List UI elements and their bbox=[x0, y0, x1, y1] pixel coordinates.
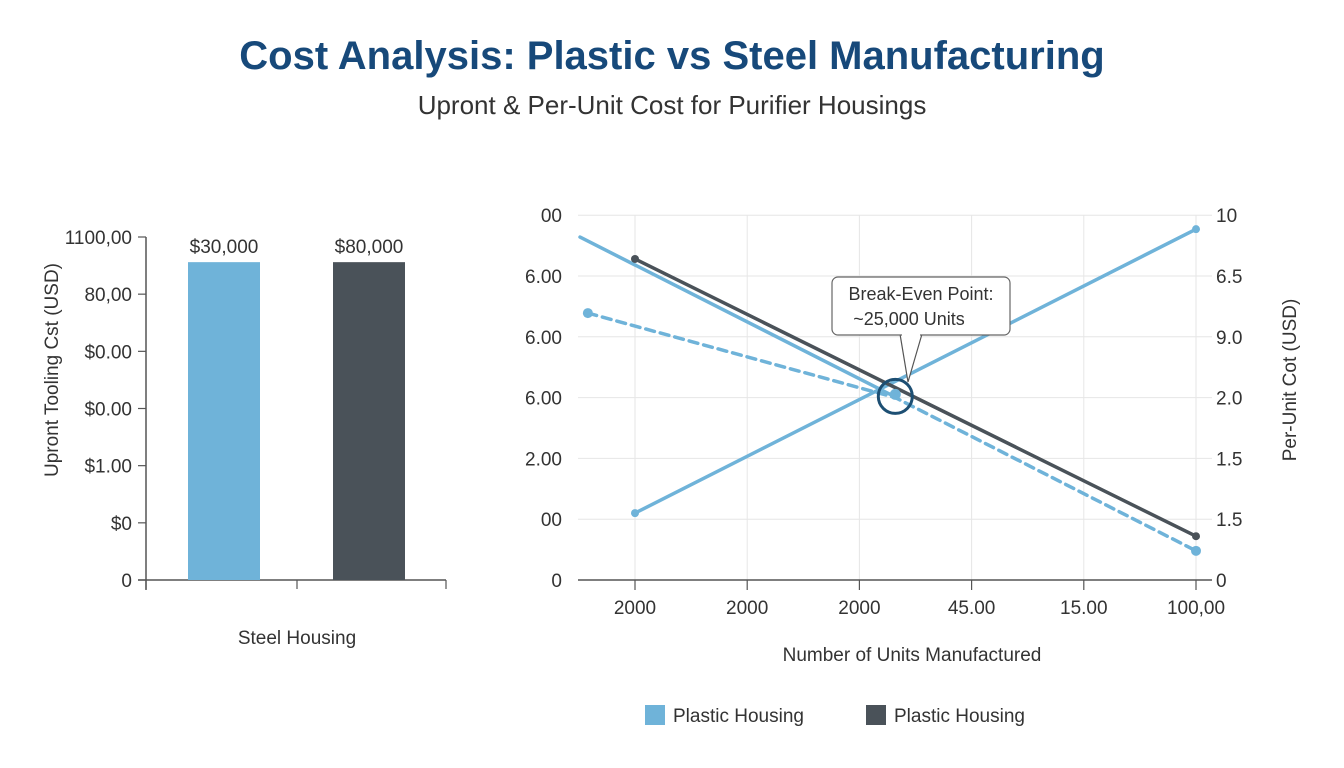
series-line-1 bbox=[578, 235, 898, 399]
legend-label: Plastic Housing bbox=[673, 706, 804, 727]
series-marker bbox=[582, 308, 593, 319]
right-y-tick-label: 1.5 bbox=[1216, 510, 1242, 531]
legend-swatch bbox=[866, 705, 886, 725]
x-tick-label: 2000 bbox=[726, 598, 768, 619]
right-y-tick-label: 2.0 bbox=[1216, 389, 1242, 410]
series-line-2 bbox=[633, 257, 1198, 538]
bar-y-tick-label: 1100,00 bbox=[65, 228, 132, 249]
series-marker bbox=[1192, 532, 1200, 541]
x-tick-label: 2000 bbox=[614, 598, 656, 619]
callout-box bbox=[831, 276, 1011, 336]
legend-swatch bbox=[645, 705, 665, 725]
line-x-axis-label: Number of Units Manufactured bbox=[783, 645, 1042, 666]
left-y-tick-label: 6.00 bbox=[525, 328, 562, 349]
bar-y-tick-label: 0 bbox=[121, 571, 132, 592]
legend-label: Plastic Housing bbox=[894, 706, 1025, 727]
bar-y-tick-label: $0.00 bbox=[84, 400, 132, 421]
series-line-0 bbox=[633, 227, 1198, 515]
bar-y-tick-label: $0.00 bbox=[84, 342, 132, 363]
x-tick-label: 45.00 bbox=[948, 598, 996, 619]
series-line-3 bbox=[586, 311, 1198, 553]
callout-text-line2: ~25,000 Units bbox=[853, 309, 965, 329]
callout-pointer bbox=[899, 333, 923, 383]
x-tick-label: 15.00 bbox=[1060, 598, 1108, 619]
x-tick-label: 100,00 bbox=[1167, 598, 1225, 619]
bar-data-label: $30,000 bbox=[190, 237, 259, 258]
right-y-tick-label: 6.5 bbox=[1216, 267, 1242, 288]
chart-title: Cost Analysis: Plastic vs Steel Manufact… bbox=[239, 34, 1105, 78]
break-even-marker bbox=[889, 388, 901, 400]
series-marker bbox=[631, 254, 639, 263]
right-y-tick-label: 9.0 bbox=[1216, 328, 1242, 349]
left-y-tick-label: 0 bbox=[551, 571, 562, 592]
bar-data-label: $80,000 bbox=[335, 237, 404, 258]
right-y-tick-label: 10 bbox=[1216, 206, 1237, 227]
bar-y-axis-label: Upront Tooling Cst (USD) bbox=[42, 263, 63, 477]
left-y-tick-label: 00 bbox=[541, 510, 562, 531]
break-even-circle bbox=[876, 377, 914, 415]
bar-steel bbox=[333, 262, 405, 580]
left-y-tick-label: 6.00 bbox=[525, 267, 562, 288]
series-marker bbox=[1192, 225, 1200, 234]
left-y-tick-label: 2.00 bbox=[525, 449, 562, 470]
bar-x-axis-label: Steel Housing bbox=[238, 628, 356, 649]
left-y-tick-label: 6.00 bbox=[525, 389, 562, 410]
right-y-tick-label: 0 bbox=[1216, 571, 1227, 592]
series-marker bbox=[631, 509, 639, 518]
x-tick-label: 2000 bbox=[838, 598, 880, 619]
bar-y-tick-label: $1.00 bbox=[84, 457, 132, 478]
callout-text-line1: Break-Even Point: bbox=[848, 284, 993, 304]
right-y-tick-label: 1.5 bbox=[1216, 449, 1242, 470]
right-y-axis-label: Per-Unit Cot (USD) bbox=[1280, 299, 1301, 462]
series-marker bbox=[1191, 545, 1201, 556]
chart-subtitle: Upront & Per-Unit Cost for Purifier Hous… bbox=[417, 90, 927, 120]
left-y-tick-label: 00 bbox=[541, 206, 562, 227]
bar-y-tick-label: $0 bbox=[111, 514, 132, 535]
bar-plastic bbox=[188, 262, 260, 580]
bar-y-tick-label: 80,00 bbox=[84, 285, 132, 306]
